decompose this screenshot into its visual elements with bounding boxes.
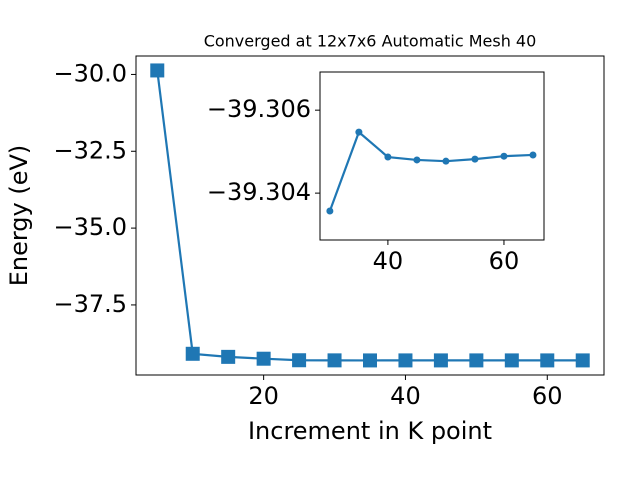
marker: [469, 353, 484, 368]
x-tick-label: 60: [532, 382, 563, 410]
marker: [326, 207, 334, 215]
y-tick-label: −39.306: [207, 95, 311, 123]
y-tick-label: −39.304: [207, 178, 311, 206]
marker: [221, 349, 236, 364]
marker: [398, 353, 413, 368]
marker: [413, 156, 421, 164]
x-tick-label: 40: [390, 382, 421, 410]
x-tick-label: 60: [489, 247, 520, 275]
marker: [500, 152, 508, 160]
marker: [529, 151, 537, 159]
marker: [363, 353, 377, 368]
x-tick-label: 20: [248, 382, 279, 410]
marker: [355, 128, 363, 136]
marker: [575, 353, 590, 368]
marker: [504, 353, 519, 368]
marker: [384, 153, 392, 161]
marker: [471, 155, 479, 163]
marker: [540, 353, 555, 368]
x-tick-label: 40: [373, 247, 404, 275]
marker: [442, 157, 450, 165]
y-tick-label: −32.5: [53, 136, 127, 164]
marker: [327, 353, 342, 368]
marker: [150, 63, 165, 78]
marker: [433, 353, 448, 368]
marker: [256, 351, 271, 366]
marker: [292, 353, 307, 368]
y-tick-label: −35.0: [53, 213, 127, 241]
marker: [185, 346, 200, 361]
chart-title: Converged at 12x7x6 Automatic Mesh 40: [204, 32, 537, 51]
y-axis-label: Energy (eV): [5, 145, 33, 287]
x-axis-label: Increment in K point: [248, 417, 492, 445]
y-tick-label: −37.5: [53, 290, 127, 318]
series-line: [328, 130, 534, 212]
y-tick-label: −30.0: [53, 59, 127, 87]
